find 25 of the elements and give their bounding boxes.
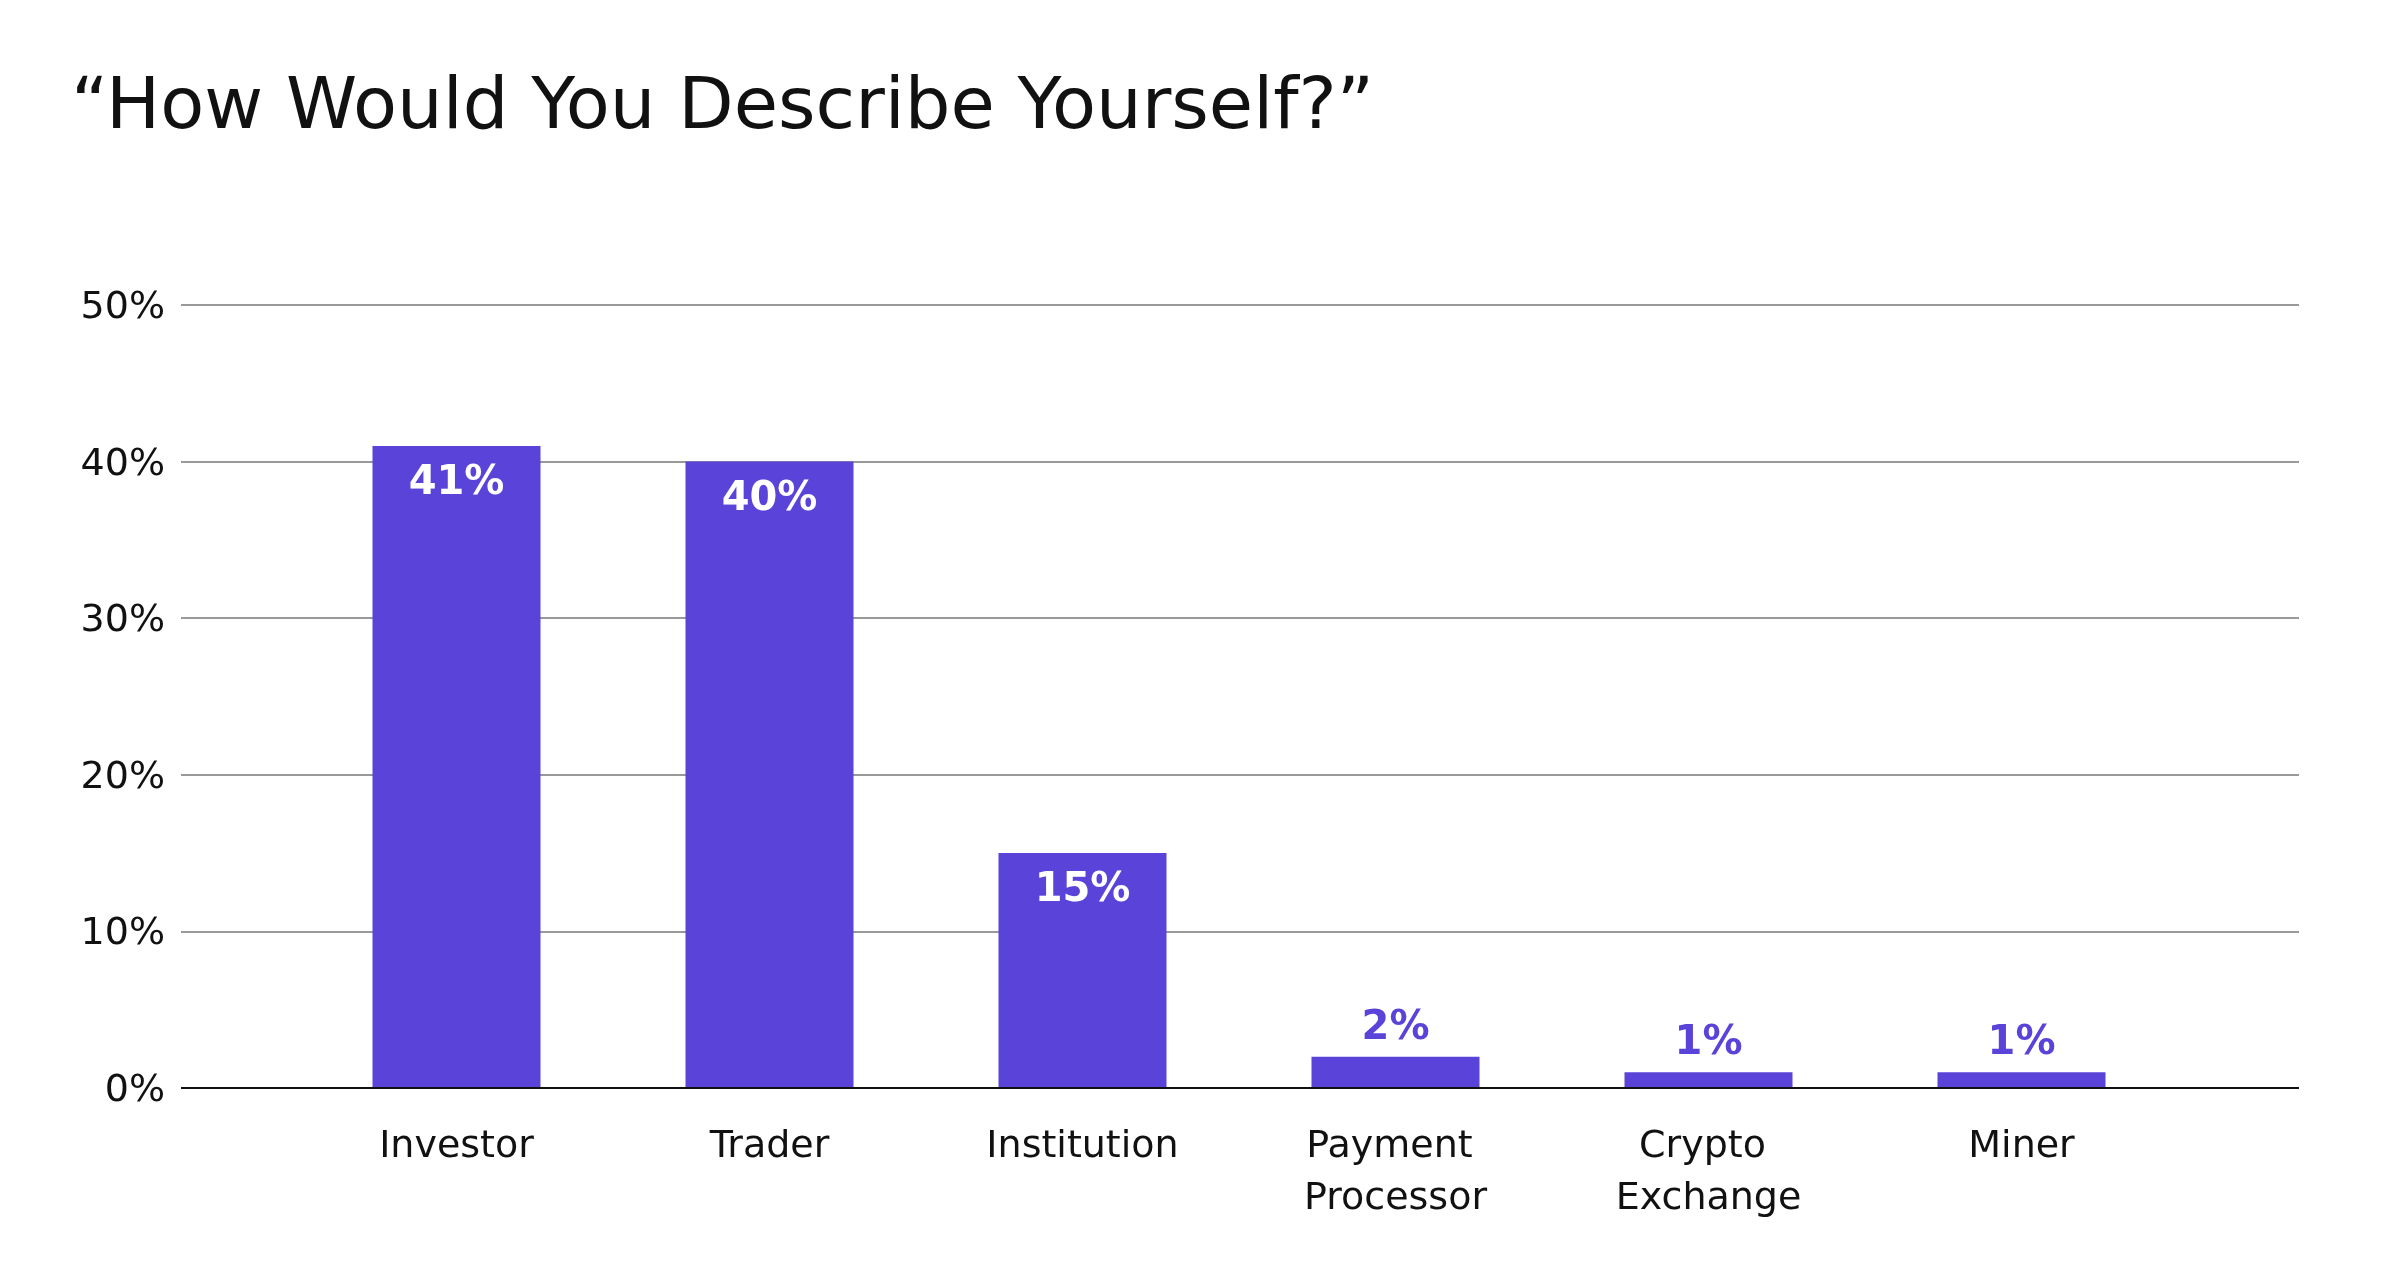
y-tick-label: 40% bbox=[80, 439, 165, 484]
x-tick-label: Crypto Exchange bbox=[1615, 1122, 1802, 1218]
bar bbox=[1311, 1056, 1480, 1088]
chart-title: “How Would You Describe Yourself?” bbox=[71, 61, 1374, 145]
bar bbox=[998, 853, 1167, 1088]
x-tick-label: Miner bbox=[1968, 1122, 2076, 1166]
data-label: 15% bbox=[1034, 864, 1131, 911]
bar bbox=[1937, 1072, 2106, 1088]
x-tick-label: Trader bbox=[708, 1122, 830, 1166]
bar bbox=[372, 445, 541, 1088]
data-label: 2% bbox=[1361, 1001, 1430, 1048]
data-label: 40% bbox=[721, 472, 818, 519]
bar bbox=[1624, 1072, 1793, 1088]
y-tick-label: 20% bbox=[80, 752, 165, 797]
data-label: 41% bbox=[408, 456, 505, 503]
data-label: 1% bbox=[1987, 1017, 2056, 1064]
x-tick-label: Payment Processor bbox=[1303, 1122, 1488, 1218]
y-tick-label: 10% bbox=[80, 909, 165, 954]
y-tick-label: 0% bbox=[104, 1066, 165, 1110]
bar bbox=[685, 461, 854, 1088]
y-tick-label: 50% bbox=[80, 283, 165, 327]
y-tick-label: 30% bbox=[80, 596, 165, 641]
data-label: 1% bbox=[1674, 1017, 1743, 1064]
x-tick-label: Investor bbox=[379, 1122, 535, 1166]
x-tick-label: Institution bbox=[986, 1122, 1179, 1166]
